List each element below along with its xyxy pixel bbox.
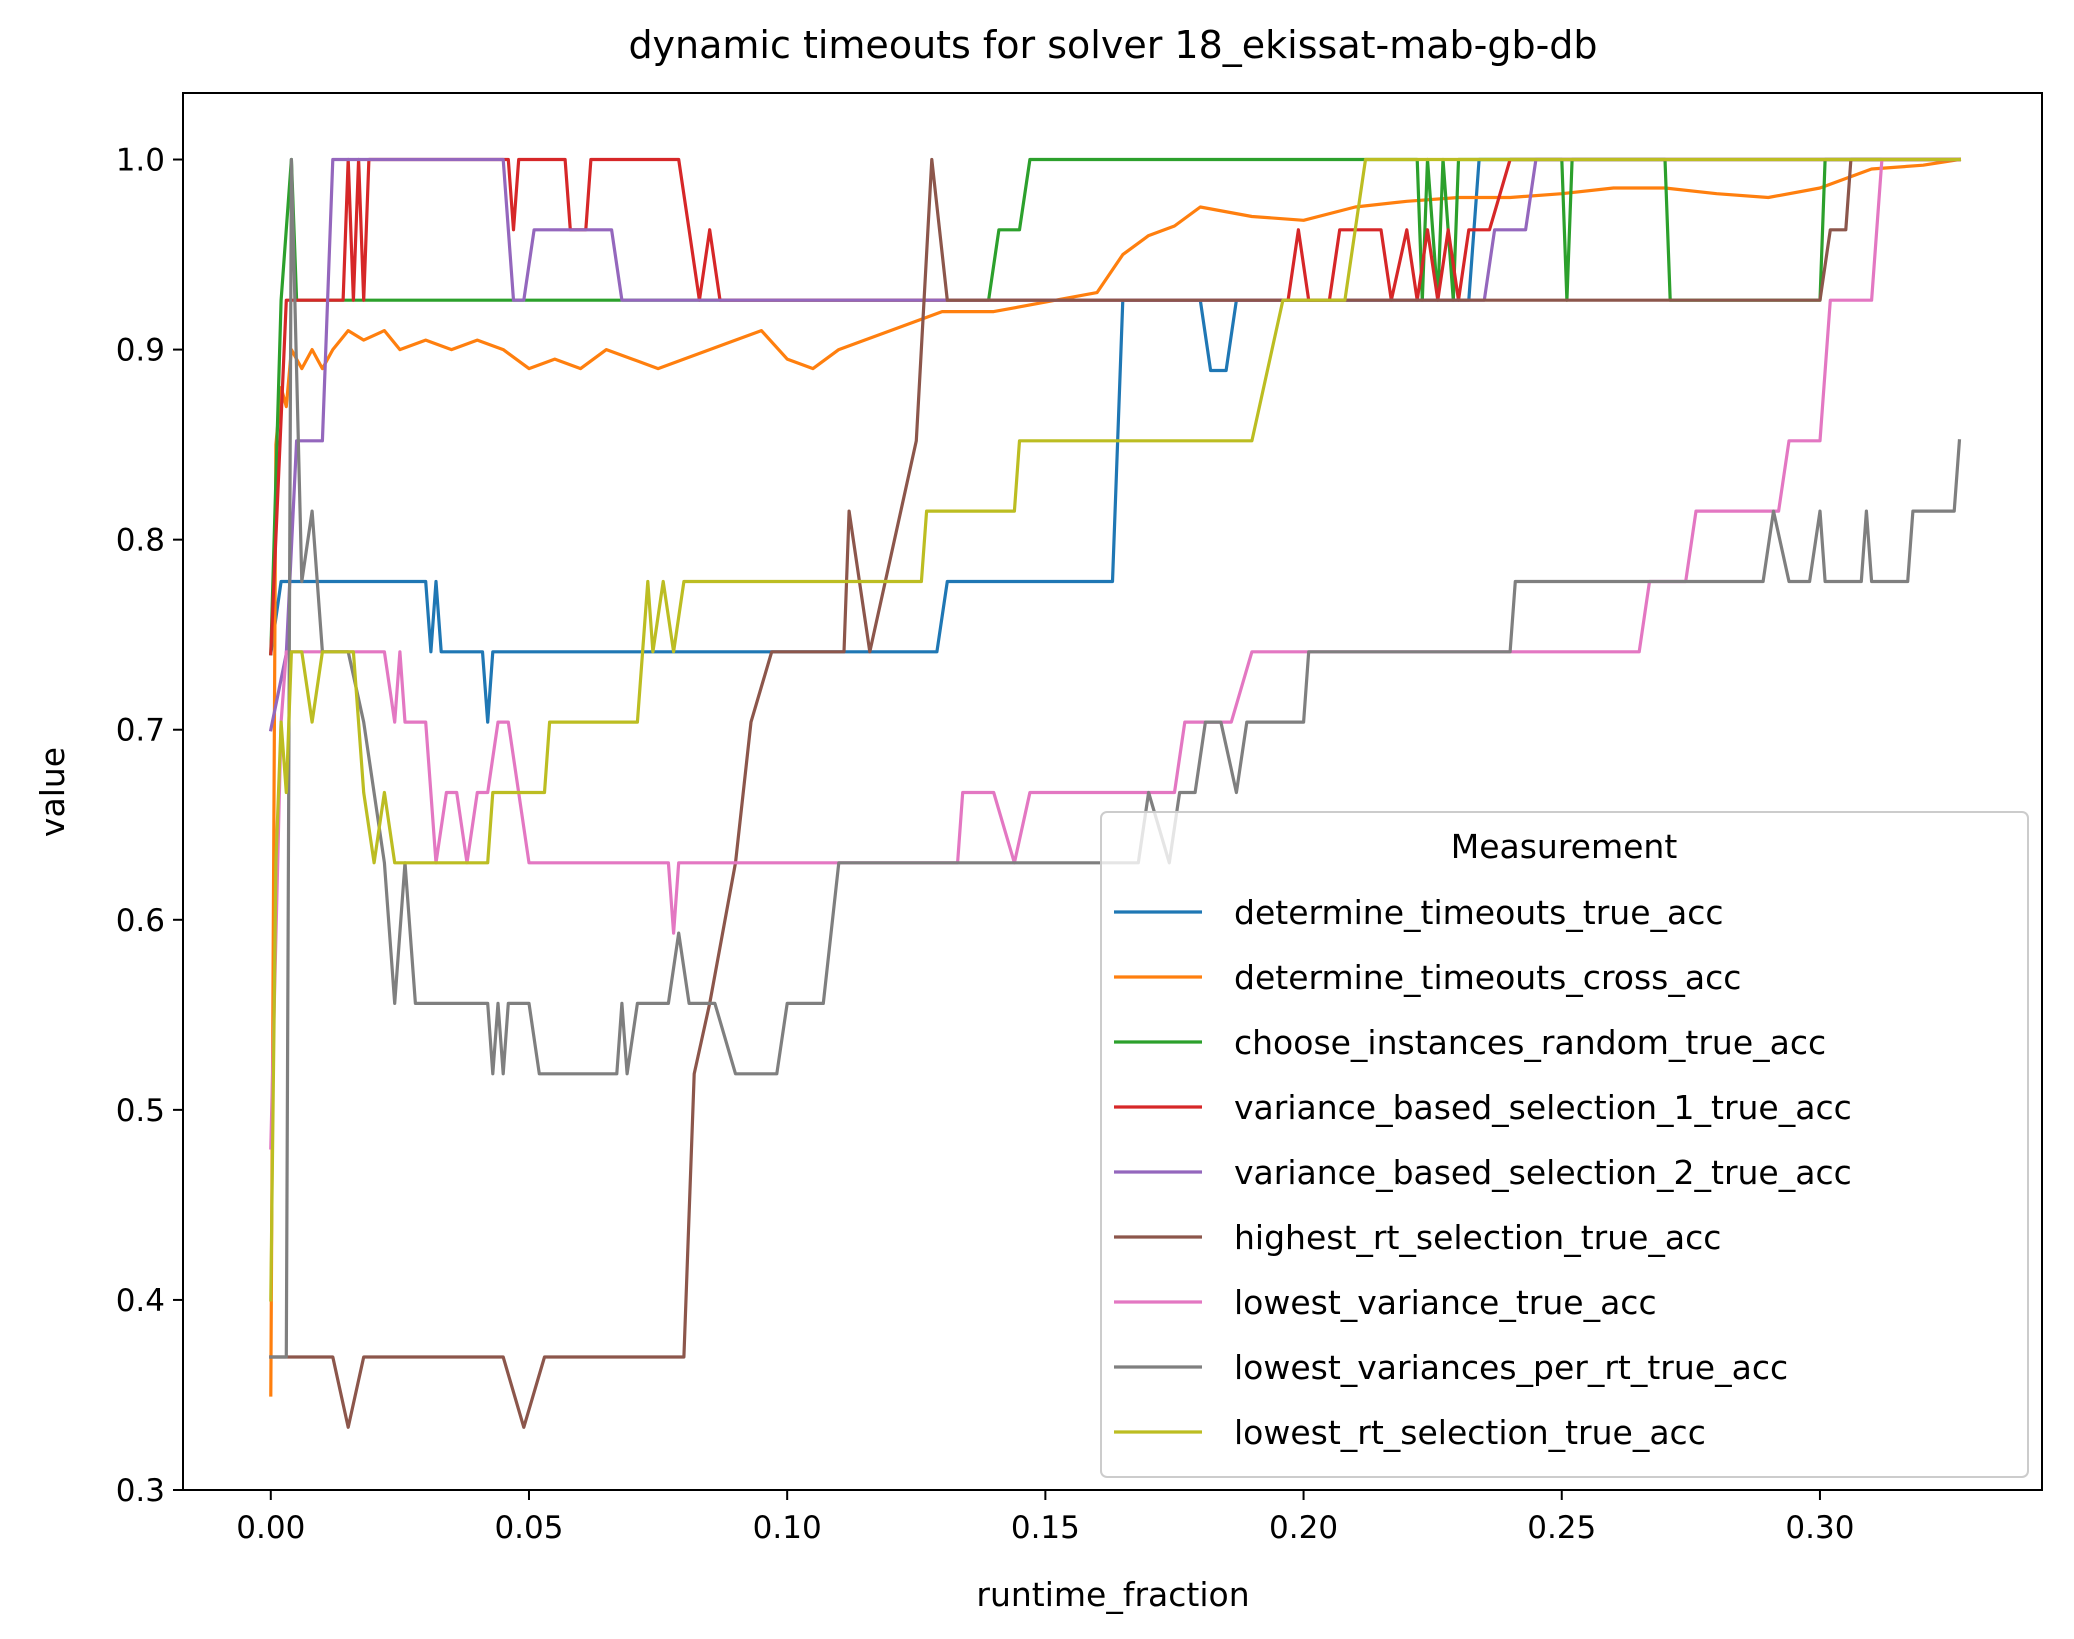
y-tick-label: 0.3 bbox=[116, 1473, 165, 1509]
x-tick-label: 0.25 bbox=[1527, 1510, 1596, 1546]
series-line-variance_based_selection_1_true_acc bbox=[269, 157, 1961, 656]
series-line-variance_based_selection_2_true_acc bbox=[268, 157, 1961, 732]
series-line-lowest_variances_per_rt_true_acc bbox=[269, 157, 1962, 1359]
legend-title: Measurement bbox=[1451, 827, 1678, 866]
y-axis-label: value bbox=[33, 747, 72, 837]
x-tick-label: 0.15 bbox=[1011, 1510, 1080, 1546]
legend-box bbox=[1100, 811, 2029, 1478]
series-line-highest_rt_selection_true_acc bbox=[269, 157, 1961, 1429]
series-line-determine_timeouts_cross_acc bbox=[269, 157, 1962, 1397]
x-tick-label: 0.30 bbox=[1785, 1510, 1854, 1546]
x-axis: 0.00 0.05 0.10 0.15 0.20 0.25 0.30 bbox=[236, 1490, 1854, 1546]
y-tick-label: 1.0 bbox=[116, 143, 165, 179]
y-tick-label: 0.6 bbox=[116, 903, 165, 939]
series-line-choose_instances_random_true_acc bbox=[269, 157, 1961, 656]
legend-entry-label: lowest_rt_selection_true_acc bbox=[1234, 1413, 1706, 1452]
legend: Measurement determine_timeouts_true_accd… bbox=[1100, 811, 2029, 1478]
legend-entry-label: determine_timeouts_cross_acc bbox=[1234, 958, 1741, 997]
x-tick-label: 0.10 bbox=[753, 1510, 822, 1546]
legend-entry-label: determine_timeouts_true_acc bbox=[1234, 893, 1724, 932]
x-axis-label: runtime_fraction bbox=[976, 1575, 1249, 1614]
legend-entry-label: lowest_variance_true_acc bbox=[1234, 1283, 1657, 1322]
series-layer bbox=[268, 157, 1962, 1429]
legend-entry-label: variance_based_selection_1_true_acc bbox=[1234, 1088, 1852, 1127]
y-tick-label: 0.7 bbox=[116, 713, 165, 749]
y-tick-label: 0.4 bbox=[116, 1283, 165, 1319]
x-tick-label: 0.00 bbox=[236, 1510, 305, 1546]
legend-entry-label: choose_instances_random_true_acc bbox=[1234, 1023, 1826, 1062]
x-tick-label: 0.20 bbox=[1269, 1510, 1338, 1546]
y-tick-label: 0.5 bbox=[116, 1093, 165, 1129]
series-line-lowest_variance_true_acc bbox=[269, 157, 1961, 1150]
y-tick-label: 0.8 bbox=[116, 523, 165, 559]
series-line-lowest_rt_selection_true_acc bbox=[269, 157, 1961, 1302]
legend-entry-label: variance_based_selection_2_true_acc bbox=[1234, 1153, 1852, 1192]
series-line-determine_timeouts_true_acc bbox=[268, 157, 1961, 724]
plot-frame bbox=[182, 92, 2043, 1491]
legend-entry-label: highest_rt_selection_true_acc bbox=[1234, 1218, 1721, 1257]
legend-entry-label: lowest_variances_per_rt_true_acc bbox=[1234, 1348, 1788, 1387]
y-axis: 0.3 0.4 0.5 0.6 0.7 0.8 0.9 1.0 bbox=[116, 143, 183, 1509]
x-tick-label: 0.05 bbox=[494, 1510, 563, 1546]
chart-title: dynamic timeouts for solver 18_ekissat-m… bbox=[628, 23, 1597, 67]
y-tick-label: 0.9 bbox=[116, 333, 165, 369]
